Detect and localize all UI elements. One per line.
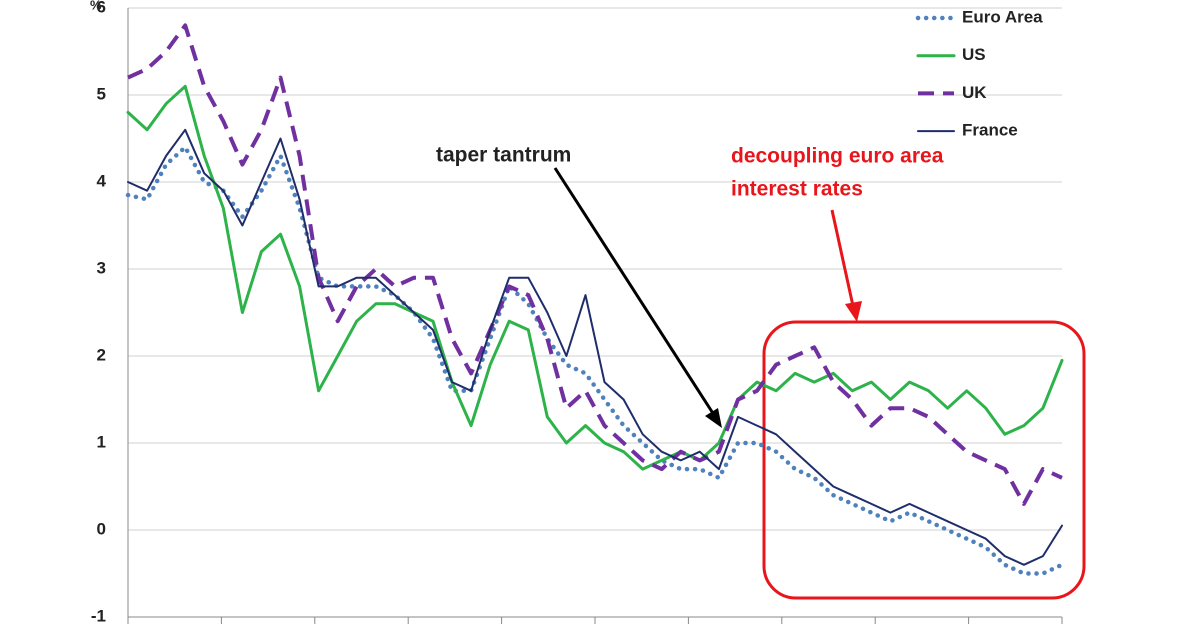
annotation: taper tantrum: [436, 144, 571, 167]
arrow: [553, 167, 718, 419]
y-tick-label: 1: [97, 432, 106, 451]
series-line: [127, 23, 1063, 506]
annotation: decoupling euro area: [731, 145, 944, 168]
legend-label: France: [962, 121, 1018, 140]
y-tick-label: 2: [97, 345, 106, 364]
legend-label: Euro Area: [962, 7, 1043, 26]
y-tick-label: 4: [97, 171, 107, 190]
highlight-box: [762, 320, 1086, 600]
y-tick-label: 3: [97, 258, 106, 277]
y-tick-label: 6: [97, 0, 106, 16]
arrow: [830, 209, 855, 307]
series-line: [126, 84, 1064, 471]
legend-label: UK: [962, 83, 987, 102]
arrow-head: [845, 301, 862, 322]
series-line: [125, 144, 1065, 576]
legend-label: US: [962, 45, 986, 64]
y-tick-label: 0: [97, 519, 106, 538]
y-tick-label: 5: [97, 84, 106, 103]
annotation: interest rates: [731, 178, 863, 201]
y-tick-label: -1: [91, 606, 106, 625]
y-unit: %: [90, 0, 102, 12]
series-line: [127, 128, 1063, 566]
arrow-head: [705, 408, 722, 428]
